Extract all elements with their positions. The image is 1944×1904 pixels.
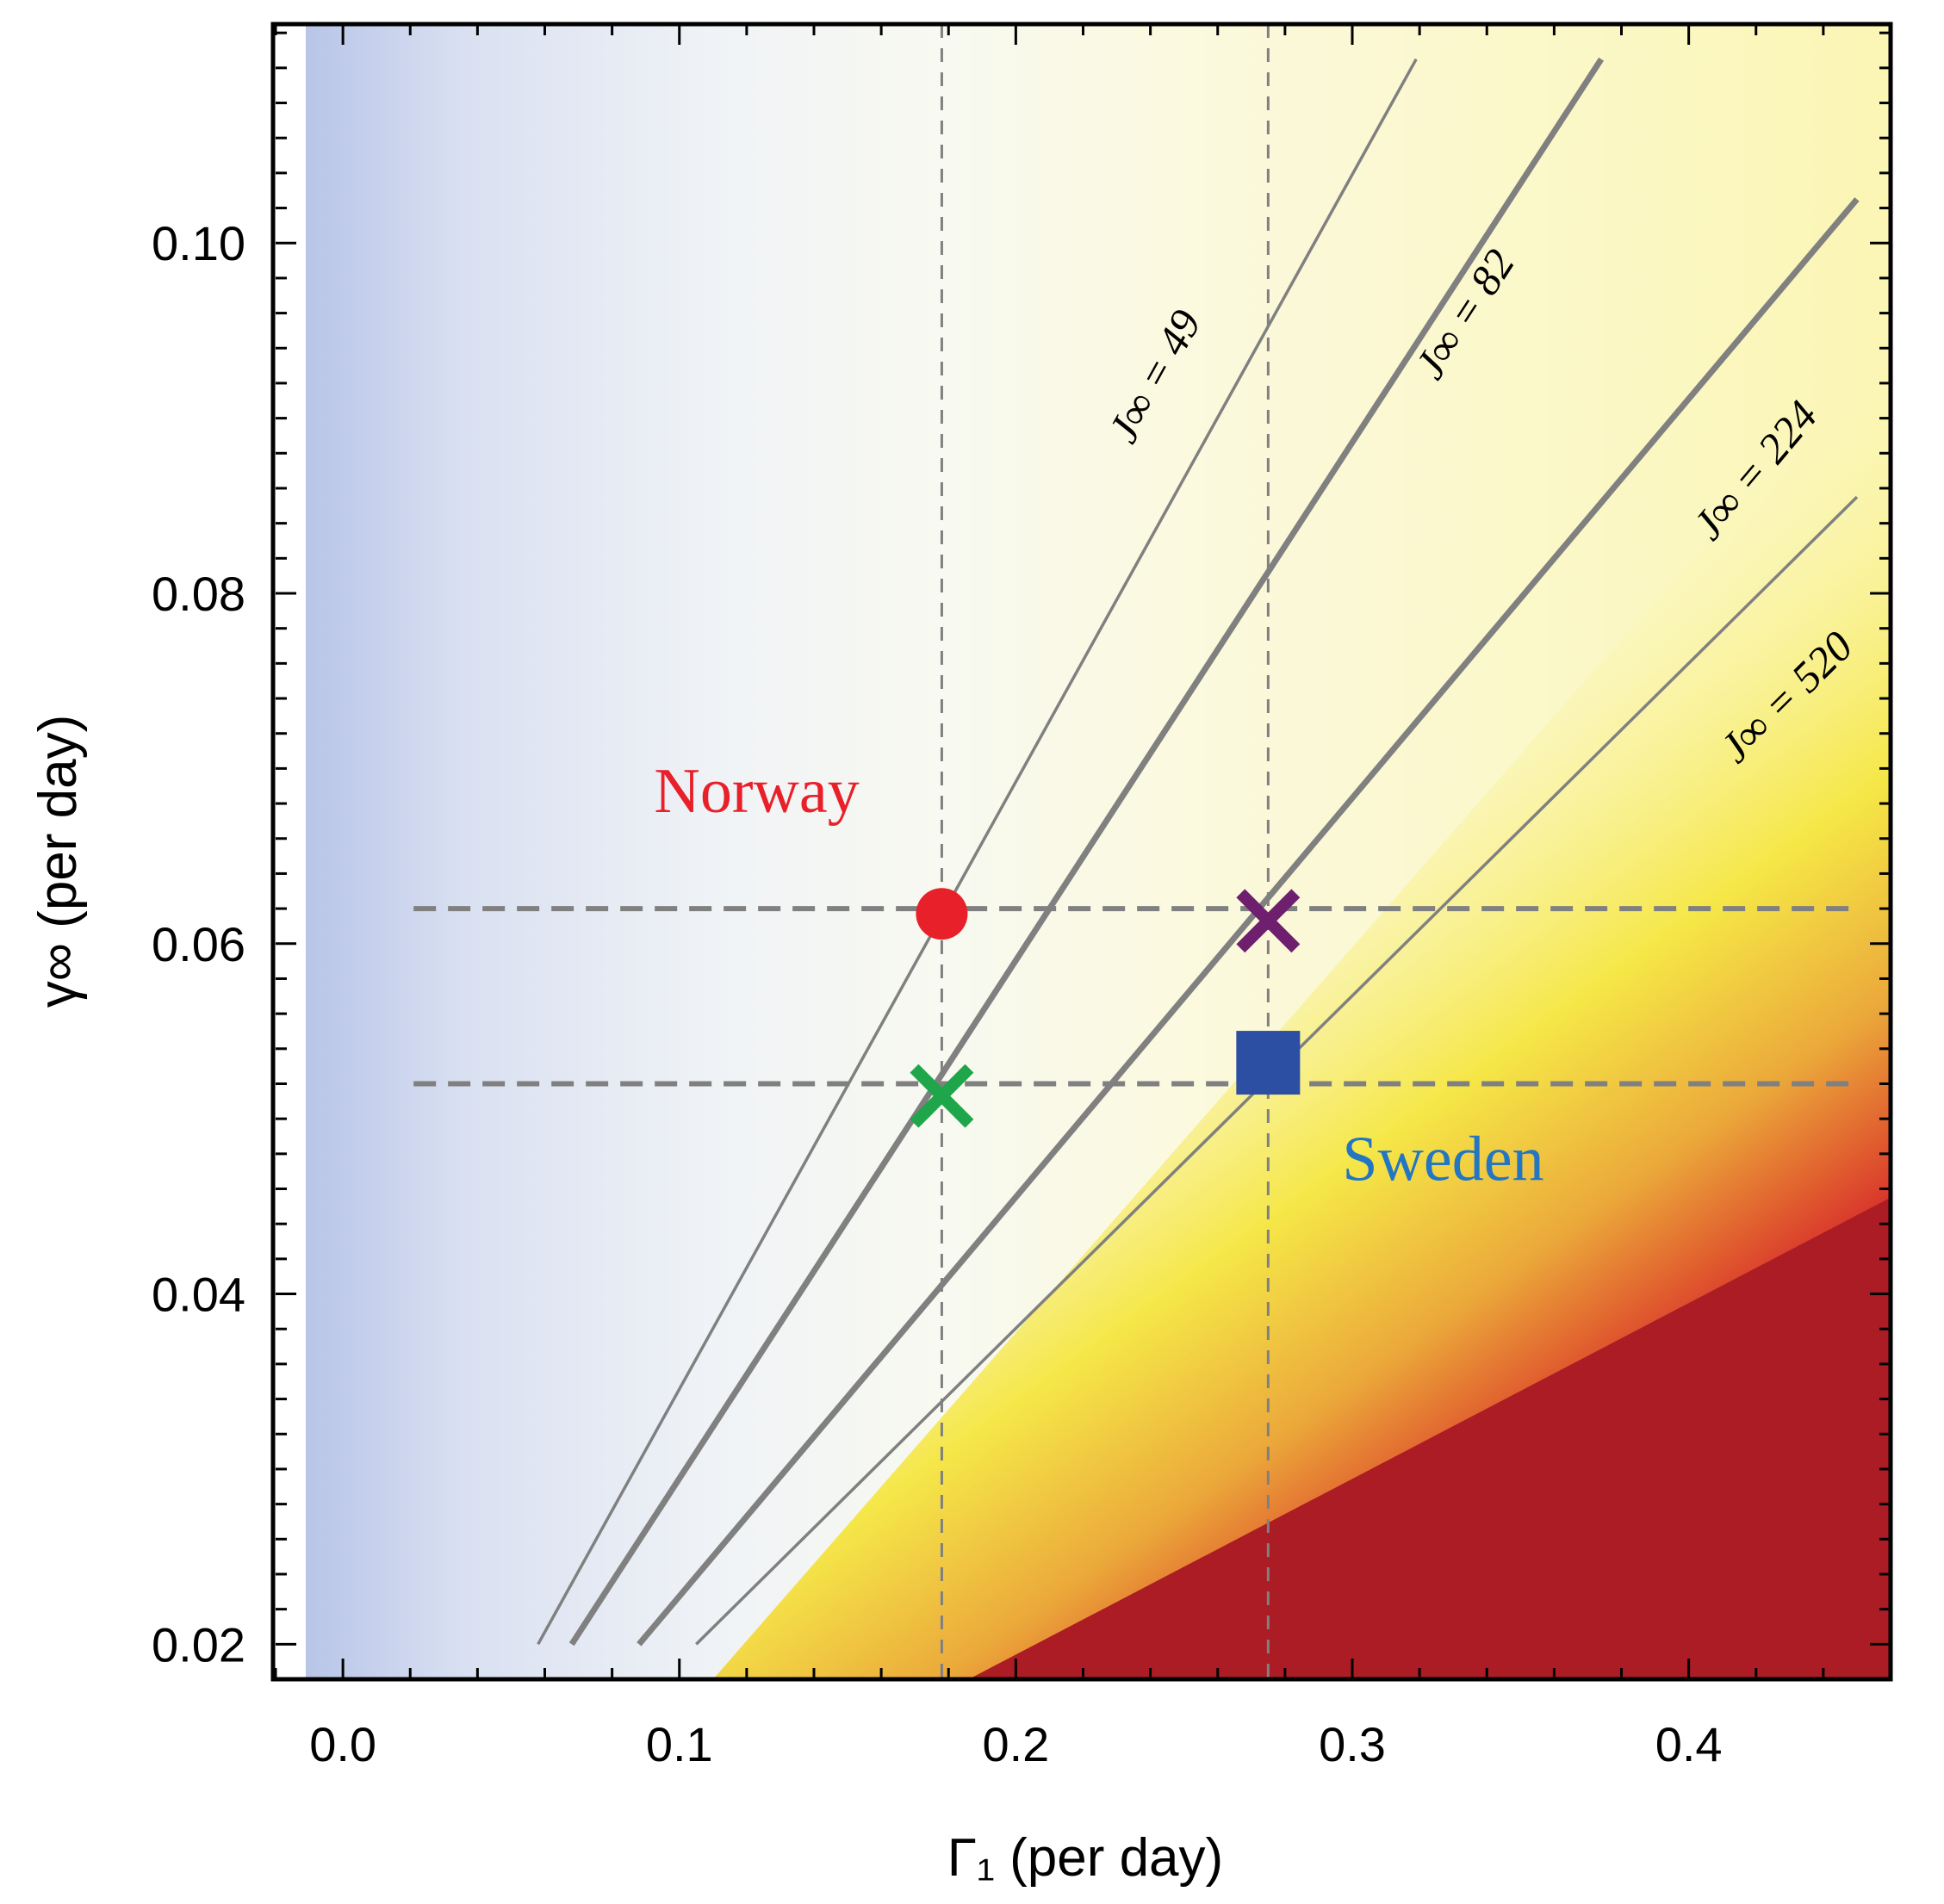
contour-line xyxy=(637,197,1860,1647)
y-tick-label: 0.08 xyxy=(152,567,245,621)
x-tick-label: 0.3 xyxy=(1319,1717,1386,1771)
cross-stroke xyxy=(1236,889,1301,953)
x-tick-label: 0.0 xyxy=(309,1717,376,1771)
y-tick-label: 0.02 xyxy=(152,1617,245,1671)
y-axis-title: γ∞ (per day) xyxy=(28,715,88,1008)
heatmap-saturated-region xyxy=(968,1197,1891,1679)
axis-ticks xyxy=(274,24,1891,1681)
cross-stroke xyxy=(910,1064,974,1128)
green-cross-marker xyxy=(910,1064,974,1128)
norway-label: Norway xyxy=(654,756,859,827)
y-tick-label: 0.10 xyxy=(152,216,245,270)
y-tick-label: 0.06 xyxy=(152,917,245,971)
x-tick-label: 0.4 xyxy=(1655,1717,1723,1771)
contour-line xyxy=(568,57,1604,1647)
sweden-label: Sweden xyxy=(1342,1124,1543,1194)
markers xyxy=(910,888,1301,1128)
annotations: Norway Sweden xyxy=(654,756,1543,1194)
x-tick-label: 0.1 xyxy=(646,1717,713,1771)
norway-marker xyxy=(916,888,968,940)
y-tick-label: 0.04 xyxy=(152,1268,245,1322)
purple-cross-marker xyxy=(1236,889,1301,953)
heatmap-warm-band xyxy=(712,330,1891,1679)
x-tick-label: 0.2 xyxy=(982,1717,1049,1771)
axis-tick-labels: 0.0 0.1 0.2 0.3 0.4 0.02 0.04 0.06 0.08 0.10 xyxy=(152,216,1723,1771)
sweden-marker xyxy=(1236,1031,1301,1095)
contour-line xyxy=(537,58,1418,1646)
x-axis-title: Γ₁ (per day) xyxy=(947,1828,1223,1888)
